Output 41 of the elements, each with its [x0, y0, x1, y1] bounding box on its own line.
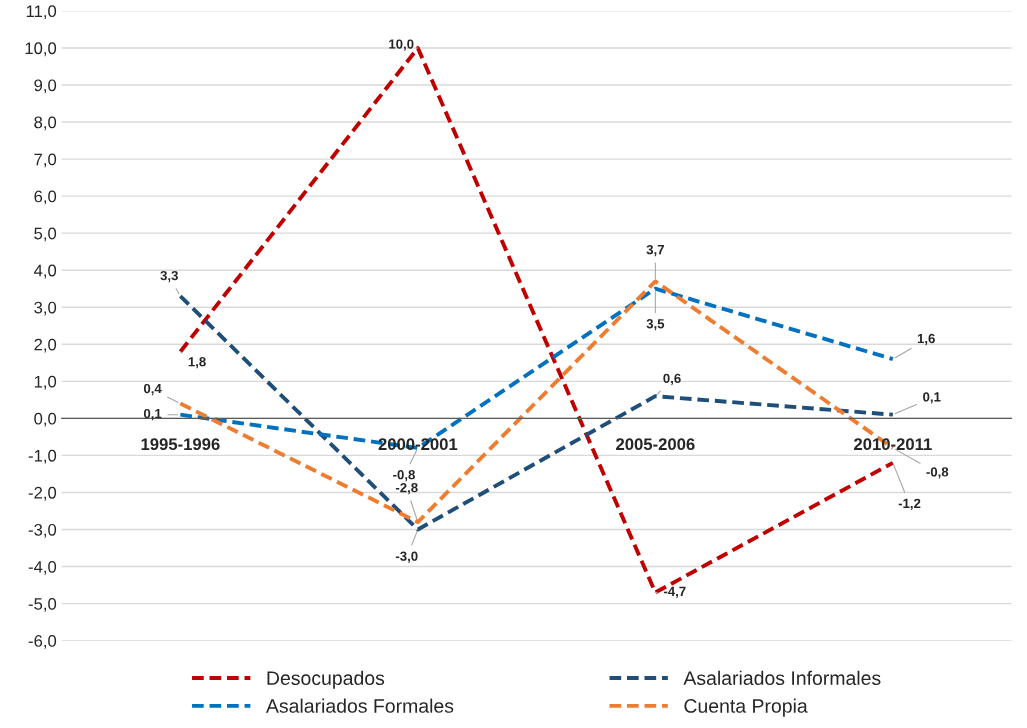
- data-label: 0,1: [143, 408, 162, 421]
- legend-label: Asalariados Informales: [683, 670, 881, 686]
- data-label: -4,7: [663, 586, 686, 598]
- data-label: 0,6: [663, 373, 681, 385]
- y-tick-label: 7,0: [34, 153, 57, 168]
- y-tick-label: 5,0: [34, 227, 57, 242]
- data-label: 3,7: [646, 244, 664, 257]
- x-tick-label: 2005-2006: [616, 438, 695, 451]
- y-tick-label: 1,0: [34, 375, 57, 390]
- y-tick-label: 8,0: [34, 116, 57, 131]
- y-tick-label: 10,0: [25, 42, 57, 57]
- y-tick-label: 11,0: [26, 5, 57, 20]
- y-tick-label: 4,0: [33, 264, 57, 279]
- y-tick-label: -5,0: [28, 598, 57, 612]
- y-tick-label: -2,0: [28, 486, 57, 501]
- data-label: -1,2: [898, 498, 921, 510]
- x-tick-label: 2010-2011: [854, 438, 932, 451]
- data-label: -0,8: [393, 470, 415, 482]
- data-label: 0,4: [143, 383, 162, 396]
- data-label: 1,8: [188, 357, 206, 369]
- y-tick-label: -6,0: [28, 635, 57, 649]
- y-tick-label: -1,0: [28, 449, 57, 464]
- legend-label: Asalariados Formales: [265, 698, 454, 713]
- data-label: 0,1: [923, 392, 941, 404]
- y-tick-label: -4,0: [28, 560, 57, 575]
- y-tick-label: 3,0: [34, 301, 57, 316]
- data-label: -3,0: [395, 551, 418, 563]
- y-tick-label: 6,0: [34, 190, 57, 205]
- y-tick-label: -3,0: [28, 523, 57, 538]
- legend-label: Desocupados: [267, 670, 385, 689]
- legend-label: Cuenta Propia: [684, 698, 808, 717]
- y-tick-label: 0,0: [34, 412, 57, 427]
- data-label: 3,5: [646, 319, 665, 331]
- data-label: 10,0: [389, 39, 414, 51]
- data-label: -0,8: [926, 467, 949, 479]
- data-label: -2,8: [395, 482, 418, 495]
- y-tick-label: 2,0: [34, 338, 57, 353]
- data-label: 3,3: [160, 270, 178, 283]
- data-label: 1,6: [917, 333, 935, 346]
- y-tick-label: 9,0: [34, 79, 57, 94]
- x-tick-label: 1995-1996: [141, 438, 220, 451]
